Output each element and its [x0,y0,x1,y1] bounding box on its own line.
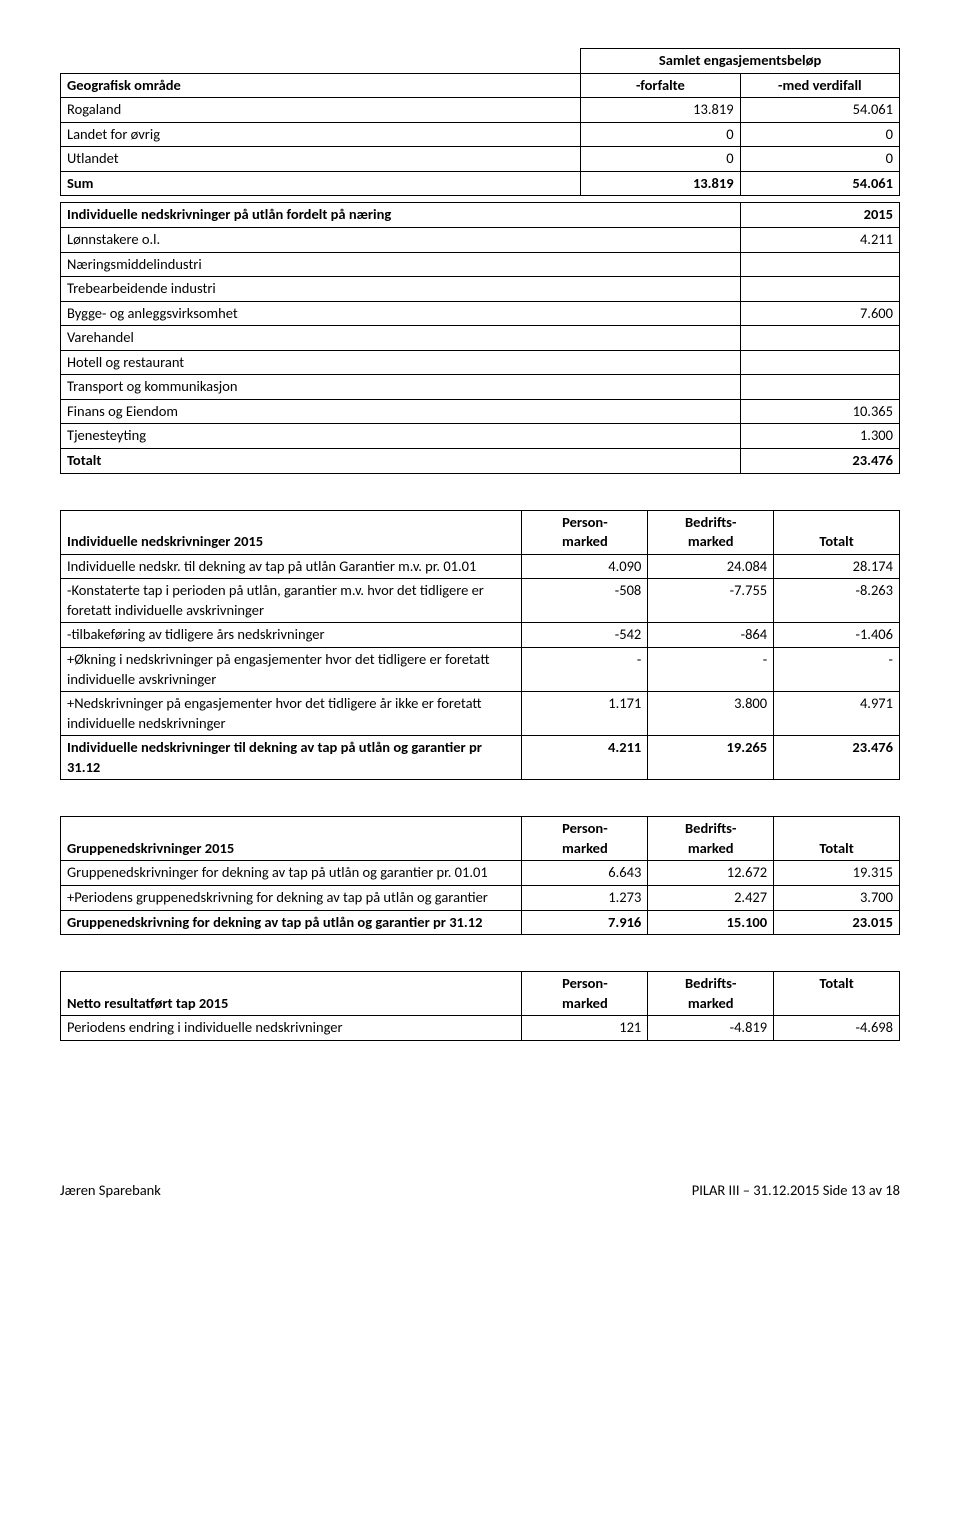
table-cell: 19.315 [774,861,900,886]
table-cell: 2.427 [648,886,774,911]
t3-c1: Person-marked [522,510,648,554]
empty-cell [61,49,581,74]
table-cell: 13.819 [581,98,740,123]
t4-total-b: 15.100 [648,910,774,935]
t5-c3: Totalt [774,972,900,1016]
t2-year: 2015 [740,203,899,228]
t4-total-l: Gruppenedskrivning for dekning av tap på… [61,910,522,935]
header-samlet: Samlet engasjementsbeløp [581,49,900,74]
table-cell: -7.755 [648,579,774,623]
table-cell: -4.819 [648,1016,774,1041]
table-cell: 10.365 [740,399,899,424]
table-cell: Lønnstakere o.l. [61,227,741,252]
table-cell: 3.800 [648,692,774,736]
table-cell: - [774,647,900,691]
table-netto: Netto resultatført tap 2015 Person-marke… [60,971,900,1041]
table-cell: Trebearbeidende industri [61,277,741,302]
table-naering: Individuelle nedskrivninger på utlån for… [60,202,900,473]
footer-left: Jæren Sparebank [60,1181,161,1199]
table-cell: 4.090 [522,554,648,579]
table-cell: 0 [740,147,899,172]
table-cell: -864 [648,623,774,648]
table-cell: +Økning i nedskrivninger på engasjemente… [61,647,522,691]
t4-h: Gruppenedskrivninger 2015 [61,817,522,861]
table-cell: -1.406 [774,623,900,648]
table-cell: Landet for øvrig [61,122,581,147]
table-cell: 7.600 [740,301,899,326]
table-cell: Næringsmiddelindustri [61,252,741,277]
table-gruppe: Gruppenedskrivninger 2015 Person-marked … [60,816,900,935]
t3-total-b: 19.265 [648,736,774,780]
table-cell: Rogaland [61,98,581,123]
table-cell: Periodens endring i individuelle nedskri… [61,1016,522,1041]
t3-c2: Bedrifts-marked [648,510,774,554]
table-cell: 24.084 [648,554,774,579]
col-forfalte: -forfalte [581,73,740,98]
table-cell: 1.300 [740,424,899,449]
table-cell: 28.174 [774,554,900,579]
table-cell: Individuelle nedskr. til dekning av tap … [61,554,522,579]
table-cell: +Nedskrivninger på engasjementer hvor de… [61,692,522,736]
table-cell: Transport og kommunikasjon [61,375,741,400]
table-cell: 0 [740,122,899,147]
table-cell: -4.698 [774,1016,900,1041]
table-cell: 0 [581,147,740,172]
table-cell: 6.643 [522,861,648,886]
table-cell [740,252,899,277]
sum-label: Sum [61,171,581,196]
page-footer: Jæren Sparebank PILAR III – 31.12.2015 S… [60,1181,900,1199]
table-cell: 4.211 [740,227,899,252]
table-cell [740,375,899,400]
table-cell: 121 [522,1016,648,1041]
t3-total-a: 4.211 [522,736,648,780]
table-cell: -8.263 [774,579,900,623]
table-cell: -542 [522,623,648,648]
table-cell: 4.971 [774,692,900,736]
table-cell: 3.700 [774,886,900,911]
t5-c1: Person-marked [522,972,648,1016]
table-cell: -508 [522,579,648,623]
sum-a: 13.819 [581,171,740,196]
table-cell [740,326,899,351]
table-cell: -tilbakeføring av tidligere års nedskriv… [61,623,522,648]
table-cell: 12.672 [648,861,774,886]
footer-right: PILAR III – 31.12.2015 Side 13 av 18 [692,1181,900,1199]
table-cell: Utlandet [61,147,581,172]
table-cell [740,277,899,302]
table-cell: - [648,647,774,691]
sum-b: 54.061 [740,171,899,196]
table-individuelle: Individuelle nedskrivninger 2015 Person-… [60,510,900,781]
table-cell: 1.171 [522,692,648,736]
col-geografisk: Geografisk område [61,73,581,98]
t5-c2: Bedrifts-marked [648,972,774,1016]
table-cell: -Konstaterte tap i perioden på utlån, ga… [61,579,522,623]
t2-header: Individuelle nedskrivninger på utlån for… [61,203,741,228]
table-cell: Tjenesteyting [61,424,741,449]
t3-total-c: 23.476 [774,736,900,780]
t3-c3: Totalt [774,510,900,554]
table-geografisk: Samlet engasjementsbeløp Geografisk områ… [60,48,900,196]
table-cell: Gruppenedskrivninger for dekning av tap … [61,861,522,886]
table-cell: +Periodens gruppenedskrivning for deknin… [61,886,522,911]
t4-c3: Totalt [774,817,900,861]
table-cell [740,350,899,375]
t2-total-l: Totalt [61,449,741,474]
t2-total-v: 23.476 [740,449,899,474]
col-verdifall: -med verdifall [740,73,899,98]
table-cell: 54.061 [740,98,899,123]
t3-h: Individuelle nedskrivninger 2015 [61,510,522,554]
t4-total-a: 7.916 [522,910,648,935]
table-cell: 0 [581,122,740,147]
table-cell: Bygge- og anleggsvirksomhet [61,301,741,326]
t4-c2: Bedrifts-marked [648,817,774,861]
table-cell: Hotell og restaurant [61,350,741,375]
table-cell: - [522,647,648,691]
table-cell: 1.273 [522,886,648,911]
t4-c1: Person-marked [522,817,648,861]
table-cell: Finans og Eiendom [61,399,741,424]
table-cell: Varehandel [61,326,741,351]
t4-total-c: 23.015 [774,910,900,935]
t3-total-l: Individuelle nedskrivninger til dekning … [61,736,522,780]
t5-h: Netto resultatført tap 2015 [61,972,522,1016]
